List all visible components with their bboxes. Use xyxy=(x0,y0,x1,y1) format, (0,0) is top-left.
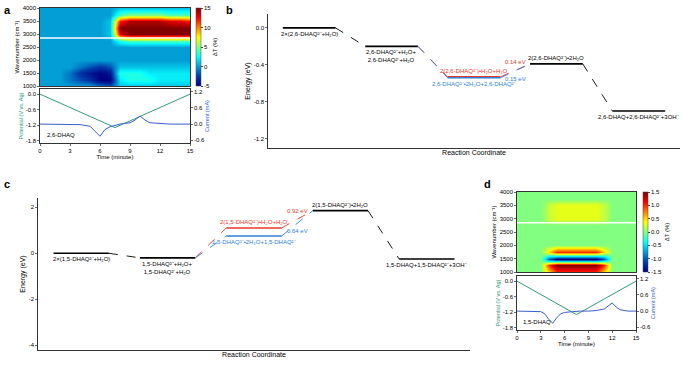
svg-text:0: 0 xyxy=(31,250,35,256)
svg-text:0.14 eV: 0.14 eV xyxy=(505,59,526,65)
svg-text:0.0: 0.0 xyxy=(194,121,203,127)
svg-text:ΔT (%): ΔT (%) xyxy=(212,38,218,57)
svg-text:Potential (V vs. Ag): Potential (V vs. Ag) xyxy=(495,279,501,326)
svg-text:1.2: 1.2 xyxy=(640,276,649,282)
svg-text:2(2,6-DHAQ²⁻)•H₂O+H₂O: 2(2,6-DHAQ²⁻)•H₂O+H₂O xyxy=(440,68,508,74)
svg-text:0.5: 0.5 xyxy=(651,216,660,222)
svg-text:0.0: 0.0 xyxy=(28,91,37,97)
svg-text:15: 15 xyxy=(187,148,194,154)
svg-text:Energy (eV): Energy (eV) xyxy=(19,255,27,292)
svg-text:Wavenumber (cm⁻¹): Wavenumber (cm⁻¹) xyxy=(14,20,20,73)
svg-text:2×(2,6-DHAQ²⁻+H₂O): 2×(2,6-DHAQ²⁻+H₂O) xyxy=(281,31,338,37)
svg-text:-0.6: -0.6 xyxy=(26,107,37,113)
svg-text:-1.8: -1.8 xyxy=(26,138,37,144)
svg-text:0: 0 xyxy=(204,64,208,70)
svg-text:-1.5: -1.5 xyxy=(651,269,662,275)
svg-text:d: d xyxy=(484,178,491,190)
svg-text:3: 3 xyxy=(68,148,72,154)
svg-text:6: 6 xyxy=(98,148,102,154)
svg-text:-0.6: -0.6 xyxy=(640,324,651,330)
svg-text:-1.2: -1.2 xyxy=(503,309,514,315)
svg-text:-0.6: -0.6 xyxy=(194,137,205,143)
svg-text:3500: 3500 xyxy=(23,18,37,24)
svg-text:15: 15 xyxy=(204,5,211,11)
svg-text:12: 12 xyxy=(157,148,164,154)
svg-text:1.5: 1.5 xyxy=(651,189,660,195)
svg-text:2(2,6-DHAQ²⁻)•2H₂O: 2(2,6-DHAQ²⁻)•2H₂O xyxy=(528,55,584,61)
svg-text:0: 0 xyxy=(38,148,42,154)
svg-text:3: 3 xyxy=(539,335,543,341)
svg-text:Reaction Coordinate: Reaction Coordinate xyxy=(222,351,286,358)
svg-text:0.0: 0.0 xyxy=(640,308,649,314)
svg-text:Current (mA): Current (mA) xyxy=(650,287,656,319)
svg-text:1000: 1000 xyxy=(23,83,37,89)
svg-text:-1.0: -1.0 xyxy=(651,256,662,262)
svg-text:b: b xyxy=(226,4,233,16)
svg-text:1000: 1000 xyxy=(500,269,514,275)
svg-text:0.6: 0.6 xyxy=(194,105,203,111)
svg-text:-0.4: -0.4 xyxy=(254,62,265,68)
svg-text:2500: 2500 xyxy=(500,229,514,235)
svg-text:-1.2: -1.2 xyxy=(254,136,265,142)
svg-text:10: 10 xyxy=(204,25,211,31)
svg-text:Wavenumber (cm⁻¹): Wavenumber (cm⁻¹) xyxy=(491,205,497,258)
svg-text:0.64 eV: 0.64 eV xyxy=(287,228,308,234)
svg-text:Time (minute): Time (minute) xyxy=(97,154,134,160)
svg-text:1.2: 1.2 xyxy=(194,89,203,95)
svg-text:0.92 eV: 0.92 eV xyxy=(287,208,308,214)
svg-text:0: 0 xyxy=(515,335,519,341)
svg-text:3000: 3000 xyxy=(23,31,37,37)
svg-text:1.0: 1.0 xyxy=(651,202,660,208)
svg-text:2000: 2000 xyxy=(500,242,514,248)
svg-text:2,6-DHAQ²⁻•2H₂O+2,6-DHAQ²⁻: 2,6-DHAQ²⁻•2H₂O+2,6-DHAQ²⁻ xyxy=(432,81,516,87)
svg-text:2,6-DHAQ: 2,6-DHAQ xyxy=(47,132,75,138)
svg-text:2(1,5-DHAQ²⁻)•2H₂O: 2(1,5-DHAQ²⁻)•2H₂O xyxy=(312,202,368,208)
svg-text:9: 9 xyxy=(128,148,132,154)
svg-text:4000: 4000 xyxy=(23,5,37,11)
svg-text:c: c xyxy=(4,178,10,190)
svg-text:2000: 2000 xyxy=(23,57,37,63)
svg-text:1,5-DHAQ: 1,5-DHAQ xyxy=(523,319,551,325)
svg-text:Reaction Coordinate: Reaction Coordinate xyxy=(442,149,506,156)
svg-text:3000: 3000 xyxy=(500,216,514,222)
svg-text:-1.2: -1.2 xyxy=(26,122,37,128)
svg-text:2(1,5-DHAQ²⁻)•H₂O+H₂O: 2(1,5-DHAQ²⁻)•H₂O+H₂O xyxy=(220,219,288,225)
svg-text:-0.5: -0.5 xyxy=(651,242,662,248)
svg-text:5: 5 xyxy=(204,44,208,50)
svg-text:0.6: 0.6 xyxy=(640,292,649,298)
svg-text:1500: 1500 xyxy=(500,256,514,262)
svg-text:Current (mA): Current (mA) xyxy=(204,100,210,132)
svg-text:ΔT (%): ΔT (%) xyxy=(664,223,670,242)
svg-text:-4: -4 xyxy=(29,342,35,348)
svg-text:0.15 eV: 0.15 eV xyxy=(505,76,526,82)
svg-text:1500: 1500 xyxy=(23,70,37,76)
svg-text:Energy (eV): Energy (eV) xyxy=(244,62,252,99)
svg-text:0.0: 0.0 xyxy=(505,278,514,284)
svg-text:Potential (V vs. Ag): Potential (V vs. Ag) xyxy=(18,92,24,139)
svg-text:6: 6 xyxy=(563,335,567,341)
svg-text:1,5-DHAQ²⁻•2H₂O+1,5-DHAQ²⁻: 1,5-DHAQ²⁻•2H₂O+1,5-DHAQ²⁻ xyxy=(212,239,296,245)
svg-text:15: 15 xyxy=(633,335,640,341)
svg-text:Time (minute): Time (minute) xyxy=(558,341,595,347)
svg-text:-1.8: -1.8 xyxy=(503,325,514,331)
svg-text:a: a xyxy=(4,4,11,16)
svg-text:2500: 2500 xyxy=(23,44,37,50)
svg-text:0.0: 0.0 xyxy=(256,25,265,31)
svg-text:2,6-DHAQ²⁻+H₂O+2,6-DHAQ²⁻+H₂O: 2,6-DHAQ²⁻+H₂O+2,6-DHAQ²⁻+H₂O xyxy=(366,49,417,63)
svg-text:-5: -5 xyxy=(204,83,210,89)
svg-text:2×(1,5-DHAQ²⁻+H₂O): 2×(1,5-DHAQ²⁻+H₂O) xyxy=(53,256,110,262)
svg-text:12: 12 xyxy=(609,335,616,341)
svg-text:2,6-DHAQ+2,6-DHAQ²⁻+3OH⁻: 2,6-DHAQ+2,6-DHAQ²⁻+3OH⁻ xyxy=(598,114,679,120)
svg-text:1,5-DHAQ+1,5-DHAQ²⁻+3OH⁻: 1,5-DHAQ+1,5-DHAQ²⁻+3OH⁻ xyxy=(386,262,467,268)
svg-text:-0.8: -0.8 xyxy=(254,99,265,105)
svg-text:-0.6: -0.6 xyxy=(503,294,514,300)
svg-text:1,5-DHAQ²⁻+H₂O+1,5-DHAQ²⁻+H₂O: 1,5-DHAQ²⁻+H₂O+1,5-DHAQ²⁻+H₂O xyxy=(142,261,193,275)
svg-text:-2: -2 xyxy=(29,296,35,302)
svg-text:0.0: 0.0 xyxy=(651,229,660,235)
svg-text:9: 9 xyxy=(587,335,591,341)
svg-text:4000: 4000 xyxy=(500,189,514,195)
svg-text:3500: 3500 xyxy=(500,202,514,208)
svg-text:2: 2 xyxy=(31,204,35,210)
